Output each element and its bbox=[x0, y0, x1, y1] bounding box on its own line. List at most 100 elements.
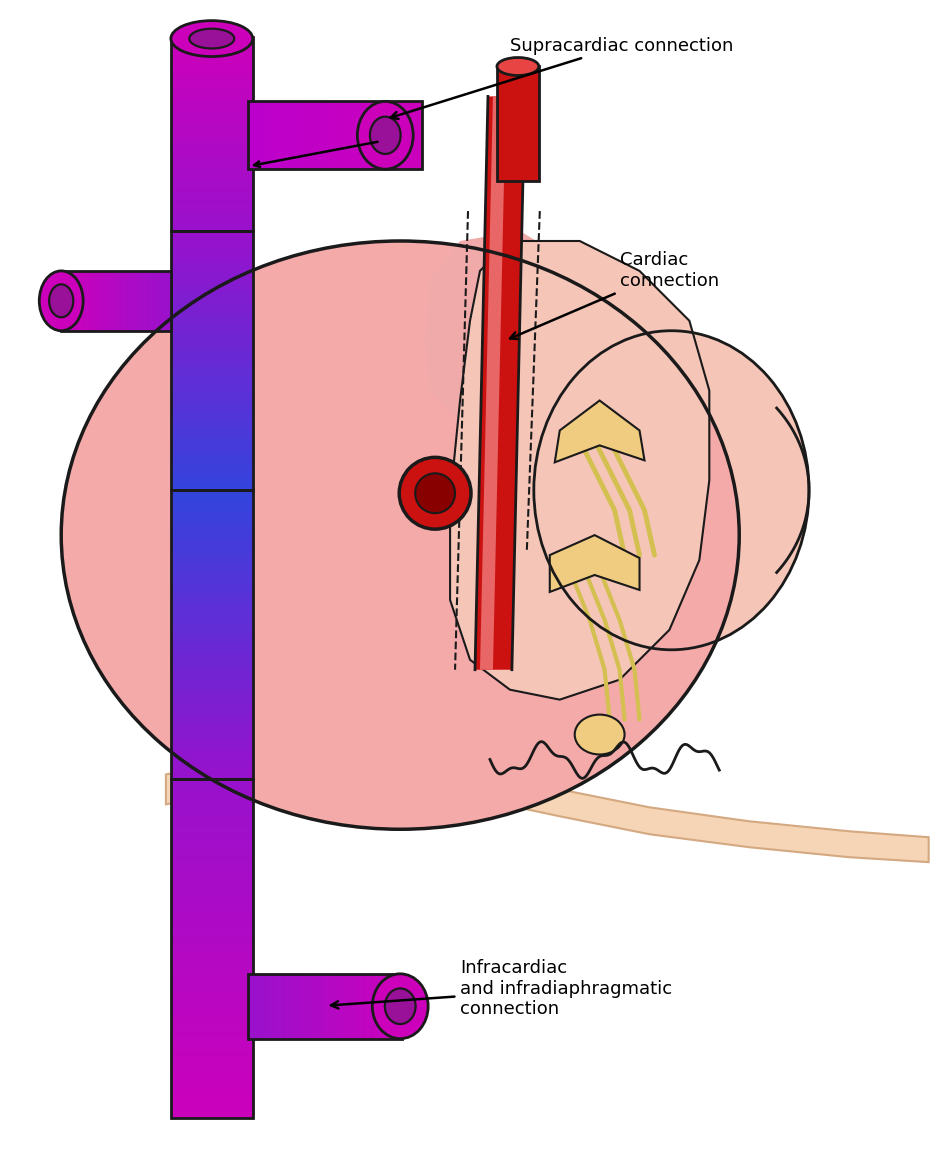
Bar bbox=[171, 200, 253, 204]
Bar bbox=[371, 974, 375, 1038]
Bar bbox=[359, 974, 363, 1038]
Bar bbox=[171, 728, 253, 735]
Bar bbox=[171, 774, 253, 781]
Ellipse shape bbox=[497, 58, 539, 75]
Bar bbox=[171, 901, 253, 909]
Bar bbox=[171, 820, 253, 828]
Ellipse shape bbox=[61, 241, 739, 829]
Bar bbox=[171, 1044, 253, 1051]
Bar bbox=[369, 974, 372, 1038]
Bar bbox=[171, 80, 253, 84]
Bar bbox=[171, 366, 253, 372]
Bar bbox=[171, 283, 253, 289]
Bar bbox=[171, 618, 253, 624]
Bar bbox=[269, 102, 273, 169]
Bar bbox=[171, 942, 253, 949]
Bar bbox=[116, 271, 120, 330]
Bar bbox=[279, 102, 283, 169]
Bar bbox=[171, 142, 253, 147]
Bar bbox=[171, 173, 253, 178]
Bar bbox=[294, 974, 298, 1038]
Bar bbox=[105, 271, 108, 330]
Bar bbox=[171, 40, 253, 45]
Bar bbox=[322, 974, 326, 1038]
Bar bbox=[171, 799, 253, 807]
Bar bbox=[171, 319, 253, 326]
Bar bbox=[171, 423, 253, 429]
Bar bbox=[149, 271, 152, 330]
Bar bbox=[171, 699, 253, 706]
Bar bbox=[251, 102, 256, 169]
Circle shape bbox=[415, 474, 455, 513]
Bar bbox=[171, 1111, 253, 1119]
Bar bbox=[72, 271, 75, 330]
Bar bbox=[286, 102, 291, 169]
Bar bbox=[171, 624, 253, 629]
Bar bbox=[171, 304, 253, 310]
Bar bbox=[362, 974, 366, 1038]
Bar bbox=[171, 936, 253, 944]
Bar bbox=[171, 277, 253, 284]
Bar bbox=[171, 670, 253, 677]
Bar bbox=[254, 974, 258, 1038]
Bar bbox=[171, 589, 253, 595]
Bar bbox=[171, 203, 253, 209]
Ellipse shape bbox=[534, 330, 809, 650]
Bar bbox=[70, 271, 73, 330]
Bar bbox=[171, 60, 253, 65]
Bar bbox=[171, 881, 253, 889]
Bar bbox=[171, 583, 253, 589]
Bar bbox=[171, 161, 253, 166]
Bar bbox=[171, 72, 253, 76]
Bar bbox=[251, 974, 255, 1038]
Bar bbox=[171, 241, 253, 247]
Bar bbox=[171, 185, 253, 189]
Bar bbox=[319, 974, 323, 1038]
Bar bbox=[248, 974, 402, 1038]
Polygon shape bbox=[480, 96, 506, 670]
Bar bbox=[171, 560, 253, 566]
Bar bbox=[282, 102, 287, 169]
Bar bbox=[311, 102, 315, 169]
Bar bbox=[171, 192, 253, 198]
Bar bbox=[171, 356, 253, 362]
Bar bbox=[101, 271, 104, 330]
Bar bbox=[112, 271, 115, 330]
Bar bbox=[171, 308, 253, 315]
Bar bbox=[61, 271, 65, 330]
Bar bbox=[171, 377, 253, 382]
Bar bbox=[248, 974, 252, 1038]
Bar bbox=[171, 813, 253, 821]
Text: Supracardiac connection: Supracardiac connection bbox=[390, 37, 733, 119]
Bar bbox=[171, 134, 253, 139]
Bar bbox=[317, 102, 322, 169]
Bar bbox=[349, 102, 353, 169]
Bar bbox=[171, 246, 253, 253]
Bar bbox=[171, 641, 253, 648]
Bar bbox=[288, 974, 292, 1038]
Bar bbox=[171, 922, 253, 930]
Bar bbox=[171, 751, 253, 758]
Bar bbox=[171, 412, 253, 418]
Bar bbox=[387, 974, 390, 1038]
Bar bbox=[171, 1037, 253, 1045]
Text: Infracardiac
and infradiaphragmatic
connection: Infracardiac and infradiaphragmatic conn… bbox=[331, 959, 673, 1019]
Ellipse shape bbox=[357, 102, 413, 169]
Bar bbox=[171, 676, 253, 683]
Bar bbox=[171, 211, 253, 216]
Bar bbox=[166, 271, 170, 330]
Bar bbox=[281, 974, 286, 1038]
Bar bbox=[103, 271, 106, 330]
Bar bbox=[171, 118, 253, 124]
Bar bbox=[332, 102, 336, 169]
Bar bbox=[171, 335, 253, 341]
Ellipse shape bbox=[370, 117, 401, 154]
Bar bbox=[171, 114, 253, 119]
Bar bbox=[171, 780, 253, 1118]
Bar bbox=[171, 1023, 253, 1031]
Bar bbox=[171, 490, 253, 780]
Bar bbox=[136, 271, 139, 330]
Bar bbox=[138, 271, 142, 330]
Bar bbox=[337, 974, 341, 1038]
Bar bbox=[171, 606, 253, 612]
